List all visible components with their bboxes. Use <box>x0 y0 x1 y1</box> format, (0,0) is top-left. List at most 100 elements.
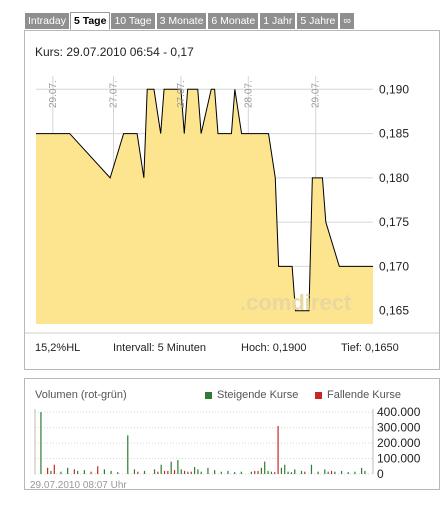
volume-bar <box>257 470 259 474</box>
volume-bar <box>73 469 75 474</box>
volume-bar <box>220 471 222 474</box>
volume-bar <box>234 472 236 474</box>
price-area <box>36 89 373 325</box>
volume-bar <box>163 470 166 474</box>
volume-bar <box>127 435 129 474</box>
volume-bar <box>304 471 306 474</box>
volume-bar <box>254 470 256 474</box>
tab-2[interactable]: 10 Tage <box>110 12 156 30</box>
x-tick-label: 29.07. <box>311 80 322 108</box>
legend-down-label: Fallende Kurse <box>327 389 401 401</box>
volume-bar <box>50 470 52 474</box>
legend-down: Fallende Kurse <box>315 389 401 401</box>
y-tick-label: 0,175 <box>379 215 409 229</box>
tab-0[interactable]: Intraday <box>24 12 70 30</box>
y-tick-label: 0,190 <box>379 82 409 96</box>
legend-up: Steigende Kurse <box>205 389 298 401</box>
volume-bar <box>53 464 55 474</box>
price-chart: .comdirect 29.07. 27.07. 27.07. 28.07. 29.07.… <box>25 76 439 334</box>
volume-bar <box>290 472 293 474</box>
volume-bar <box>180 469 182 474</box>
legend-up-label: Steigende Kurse <box>217 389 299 401</box>
volume-bar <box>83 470 85 474</box>
volume-y-tick-label: 400.000 <box>377 405 421 419</box>
volume-y-tick-label: 100.000 <box>377 452 421 466</box>
volume-bar <box>274 472 276 474</box>
volume-bar <box>157 471 159 474</box>
volume-bar <box>317 471 319 474</box>
volume-bar <box>47 467 49 474</box>
volume-bar <box>327 471 329 474</box>
volume-bar <box>137 471 139 474</box>
volume-y-tick-label: 300.000 <box>377 421 421 435</box>
volume-bar <box>284 464 286 474</box>
change-stat: 15,2%HL <box>35 342 81 354</box>
volume-bar <box>97 466 99 474</box>
volume-bar <box>143 470 146 474</box>
volume-bar <box>103 469 105 474</box>
tab-5[interactable]: 1 Jahr <box>259 12 297 30</box>
volume-bar <box>280 467 283 474</box>
green-swatch-icon <box>205 391 212 399</box>
volume-bar <box>207 467 209 474</box>
volume-bar <box>300 470 303 474</box>
tab-7[interactable]: ∞ <box>339 12 355 30</box>
volume-bar <box>200 471 202 474</box>
x-tick-label: 29.07. <box>48 80 59 108</box>
volume-bar <box>287 471 289 474</box>
volume-bar <box>67 467 69 474</box>
volume-bar <box>117 472 119 474</box>
volume-chart-panel: Volumen (rot-grün) Steigende Kurse Falle… <box>24 378 440 490</box>
volume-bar <box>173 470 176 474</box>
price-chart-panel: Kurs: 29.07.2010 06:54 - 0,17 .comdirect… <box>24 30 440 370</box>
volume-bar <box>267 470 269 474</box>
y-tick-label: 0,185 <box>379 127 409 141</box>
red-swatch-icon <box>315 391 322 399</box>
interval-stat: Intervall: 5 Minuten <box>113 342 206 354</box>
volume-bar <box>250 471 252 474</box>
volume-bar <box>77 470 79 474</box>
volume-bar <box>193 467 196 474</box>
volume-bar <box>360 467 363 474</box>
x-tick-label: 27.07. <box>109 80 120 108</box>
high-stat: Hoch: 0,1900 <box>241 342 307 354</box>
volume-bar <box>277 426 279 474</box>
volume-bar <box>240 471 242 474</box>
x-tick-label: 27.07. <box>176 80 187 108</box>
tab-1[interactable]: 5 Tage <box>69 12 111 30</box>
volume-bar <box>310 464 313 474</box>
price-line <box>36 88 373 312</box>
period-tabs: Intraday 5 Tage 10 Tage 3 Monate 6 Monate 1 J… <box>24 12 440 30</box>
tab-4[interactable]: 6 Monate <box>207 12 260 30</box>
y-tick-label: 0,165 <box>379 304 409 318</box>
watermark: .comdirect <box>240 290 352 315</box>
volume-bar <box>160 464 162 474</box>
volume-bar <box>110 470 112 474</box>
tab-3[interactable]: 3 Monate <box>155 12 208 30</box>
data-timestamp: 29.07.2010 08:07 Uhr <box>30 480 127 491</box>
volume-bar <box>197 469 199 474</box>
volume-y-tick-label: 200.000 <box>377 436 421 450</box>
y-tick-label: 0,180 <box>379 171 409 185</box>
volume-bar <box>177 460 179 474</box>
volume-bar <box>354 471 356 474</box>
volume-title: Volumen (rot-grün) <box>35 389 127 401</box>
volume-bar <box>324 469 326 474</box>
volume-bar <box>227 470 229 474</box>
volume-bar <box>330 470 333 474</box>
volume-bar <box>347 472 349 474</box>
volume-bar <box>40 412 42 474</box>
volume-bar <box>270 471 272 474</box>
volume-bar <box>334 471 336 474</box>
volume-bar <box>183 470 186 474</box>
tab-6[interactable]: 5 Jahre <box>296 12 340 30</box>
volume-bar <box>170 461 172 474</box>
volume-bar <box>260 467 262 474</box>
y-tick-label: 0,170 <box>379 259 409 273</box>
volume-bar <box>214 470 216 474</box>
low-stat: Tief: 0,1650 <box>341 342 399 354</box>
volume-bar <box>90 471 92 474</box>
volume-bar <box>190 471 192 474</box>
volume-bar <box>153 469 156 474</box>
